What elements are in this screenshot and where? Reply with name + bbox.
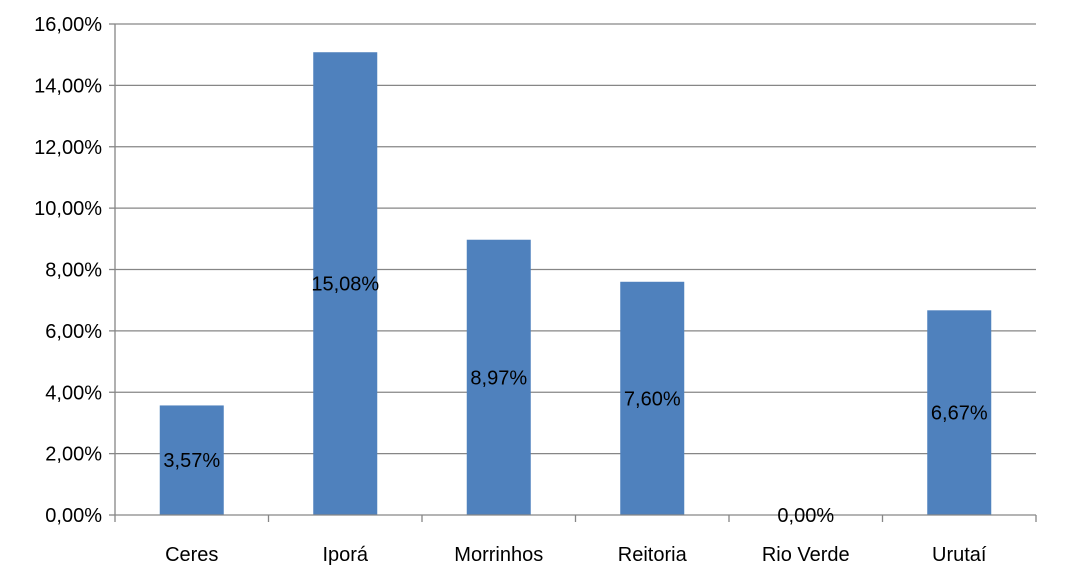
- x-category-label: Urutaí: [932, 544, 987, 566]
- x-category-label: Morrinhos: [454, 544, 543, 566]
- y-tick-label: 14,00%: [34, 75, 102, 97]
- bar-uruta-: [927, 310, 992, 515]
- bars: [159, 52, 992, 516]
- y-tick-label: 8,00%: [45, 260, 102, 282]
- y-tick-label: 10,00%: [34, 198, 102, 220]
- gridlines: [115, 23, 1036, 455]
- bar-ceres: [159, 405, 224, 515]
- y-tick-label: 0,00%: [45, 505, 102, 527]
- data-label: 8,97%: [470, 367, 527, 389]
- data-labels: 3,57% 15,08% 8,97% 7,60% 0,00% 6,67%: [163, 274, 987, 527]
- x-category-labels: Ceres Iporá Morrinhos Reitoria Rio Verde Urut…: [165, 544, 987, 566]
- data-label: 3,57%: [163, 450, 220, 472]
- axes: [109, 23, 1037, 522]
- y-tick-label: 16,00%: [34, 14, 102, 36]
- y-tick-label: 6,00%: [45, 321, 102, 343]
- bar-reitoria: [620, 281, 685, 515]
- data-label: 6,67%: [931, 403, 988, 425]
- x-category-label: Ceres: [165, 544, 218, 566]
- y-tick-labels: 0,00% 2,00% 4,00% 6,00% 8,00% 10,00% 12,00% 14,…: [34, 14, 102, 527]
- bar-morrinhos: [466, 239, 531, 515]
- x-category-label: Iporá: [322, 544, 368, 566]
- data-label: 7,60%: [624, 388, 681, 410]
- data-label: 15,08%: [311, 274, 379, 296]
- x-category-label: Reitoria: [618, 544, 688, 566]
- y-tick-label: 4,00%: [45, 382, 102, 404]
- y-tick-label: 12,00%: [34, 137, 102, 159]
- y-tick-label: 2,00%: [45, 444, 102, 466]
- bar-ipor-: [313, 52, 378, 516]
- data-label: 0,00%: [777, 505, 834, 527]
- x-category-label: Rio Verde: [762, 544, 850, 566]
